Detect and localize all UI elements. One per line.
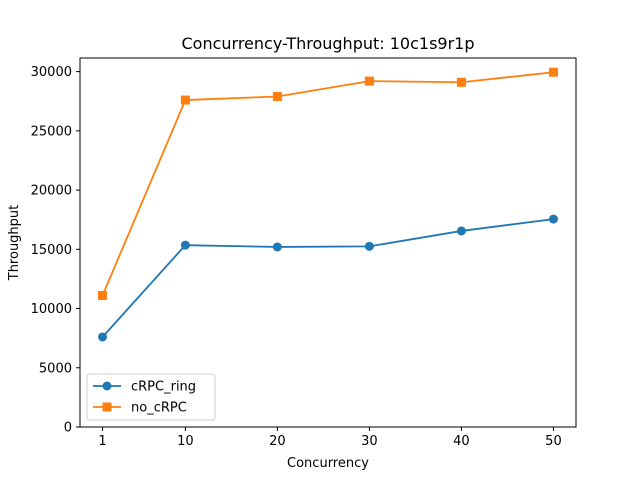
x-tick-label: 10 (177, 434, 194, 449)
y-tick-label: 15000 (31, 243, 72, 258)
data-point-crpc-ring (272, 242, 282, 252)
y-tick-label: 20000 (31, 184, 72, 199)
legend: cRPC_ring no_cRPC (86, 373, 216, 421)
plot-series (98, 67, 558, 342)
data-point-no-crpc (98, 291, 108, 301)
data-point-no-crpc (548, 67, 558, 77)
data-point-no-crpc (364, 76, 374, 86)
legend-marker-crpc-ring (102, 381, 112, 391)
y-tick-label: 10000 (31, 302, 72, 317)
y-tick-label: 0 (64, 421, 72, 436)
y-tick-label: 5000 (39, 361, 72, 376)
legend-marker-no-crpc (102, 402, 112, 412)
legend-label-crpc-ring: cRPC_ring (131, 380, 196, 395)
x-tick-label: 30 (361, 434, 378, 449)
x-tick-label: 40 (453, 434, 470, 449)
y-axis-label: Throughput (7, 205, 22, 282)
x-tick-label: 1 (98, 434, 106, 449)
y-tick-label: 30000 (31, 65, 72, 80)
y-tick-label: 25000 (31, 124, 72, 139)
data-point-no-crpc (180, 95, 190, 105)
data-point-crpc-ring (364, 241, 374, 251)
legend-label-no-crpc: no_cRPC (131, 401, 187, 416)
data-point-crpc-ring (98, 332, 108, 342)
data-point-crpc-ring (456, 226, 466, 236)
data-point-crpc-ring (548, 214, 558, 224)
data-point-no-crpc (272, 91, 282, 101)
x-tick-label: 20 (269, 434, 286, 449)
chart-title: Concurrency-Throughput: 10c1s9r1p (181, 34, 474, 53)
x-axis-ticks: 1 10 20 30 40 50 (98, 427, 562, 449)
x-tick-label: 50 (545, 434, 562, 449)
y-axis-ticks: 0 5000 10000 15000 20000 25000 30000 (31, 65, 80, 436)
series-line-no-crpc (101, 71, 554, 296)
data-point-crpc-ring (180, 240, 190, 250)
plot-frame (79, 57, 577, 428)
series-line-crpc-ring (101, 218, 554, 338)
x-axis-label: Concurrency (287, 456, 369, 471)
data-point-no-crpc (456, 77, 466, 87)
